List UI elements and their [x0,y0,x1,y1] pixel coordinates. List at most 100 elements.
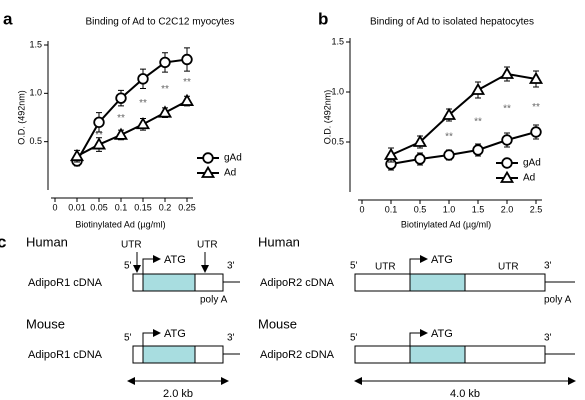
x-tick-label: 0.01 [68,202,86,212]
point [412,134,428,147]
construct-name: AdipoR2 cDNA [260,277,335,289]
species: Mouse [258,316,297,331]
legend-marker [499,170,515,183]
point [115,92,127,104]
scale-label: 2.0 kb [163,388,193,400]
utr: UTR [498,262,519,273]
significance: ** [445,132,453,143]
y-axis-label: O.D. (492nm) [16,90,26,145]
coding-region [142,345,196,364]
point [157,105,173,118]
legend-marker [200,165,216,178]
x-tick-label: 0 [359,204,364,214]
x-tick-label: 2.0 [501,204,514,214]
significance: ** [95,130,103,141]
point [499,66,515,79]
start-arrow [409,329,428,346]
x-tick-label: 2.5 [530,204,543,214]
atg: ATG [431,328,453,340]
significance: ** [139,98,147,109]
significance: ** [503,104,511,115]
series-line [390,72,537,156]
five-prime: 5' [350,333,358,344]
legend-marker [202,152,214,164]
x-tick-label: 0.15 [134,202,152,212]
utr: UTR [197,240,218,251]
y-tick-label: 0.5 [331,136,344,146]
point [528,71,544,84]
point [113,127,129,140]
panel-label: a [3,9,13,28]
species: Mouse [26,316,65,331]
x-axis-label: Biotinylated Ad (µg/ml) [401,219,491,229]
construct-name: AdipoR1 cDNA [28,349,103,361]
point [159,56,171,69]
point [93,116,105,129]
point [414,153,426,165]
legend-label: Ad [523,173,535,184]
scale-label: 4.0 kb [450,388,480,400]
x-axis-label: Biotinylated Ad (µg/ml) [75,219,165,229]
x-tick-label: 0.25 [178,202,196,212]
utr: UTR [121,240,142,251]
three-prime: 3' [544,333,552,344]
point [383,147,399,160]
legend-label: Ad [224,168,236,179]
panel-label: c [0,232,6,251]
point [135,116,151,130]
start-arrow [142,255,161,274]
diagram: c Human AdipoR1 cDNA UTR UTR 5' 3' ATG p… [0,232,576,400]
chart-title: Binding of Ad to C2C12 myocytes [86,17,235,28]
point [470,82,486,95]
significance: ** [474,117,482,128]
poly-a: poly A [544,295,572,306]
significance: ** [532,102,540,113]
point [472,144,484,156]
three-prime: 3' [227,333,235,344]
point [179,93,195,106]
point [530,126,542,138]
coding-region [409,345,466,364]
three-prime: 3' [544,261,552,272]
significance: ** [183,77,191,88]
point [441,107,457,120]
significance: ** [161,84,169,95]
legend-marker [501,157,513,169]
species: Human [26,234,68,249]
poly-a: poly A [200,295,228,306]
x-tick-label: 0.5 [414,204,427,214]
series-line [390,131,537,165]
atg: ATG [431,254,453,266]
x-tick-label: 0.1 [385,204,398,214]
point [69,148,85,162]
y-tick-label: 1.0 [29,88,42,98]
coding-region [409,273,466,292]
legend-label: gAd [224,153,242,164]
chart-title: Binding of Ad to isolated hepatocytes [370,17,534,28]
legend-label: gAd [523,158,541,169]
significance: ** [117,113,125,124]
y-tick-label: 1.0 [331,86,344,96]
x-tick-label: 1.5 [472,204,485,214]
species: Human [258,234,300,249]
panel-label: b [318,9,328,28]
point [443,149,455,161]
atg: ATG [164,328,186,340]
five-prime: 5' [124,333,132,344]
y-axis-label: O.D. (492nm) [322,90,332,145]
x-tick-label: 1.0 [443,204,456,214]
five-prime: 5' [124,261,132,272]
construct-name: AdipoR1 cDNA [28,277,103,289]
y-tick-label: 0.5 [29,136,42,146]
point [501,134,513,146]
construct-name: AdipoR2 cDNA [260,349,335,361]
point [91,137,107,150]
atg: ATG [164,254,186,266]
start-arrow [409,255,428,274]
x-tick-label: 0.05 [90,202,108,212]
x-tick-label: 0.2 [159,202,172,212]
point [181,53,193,66]
three-prime: 3' [227,261,235,272]
coding-region [142,273,196,292]
